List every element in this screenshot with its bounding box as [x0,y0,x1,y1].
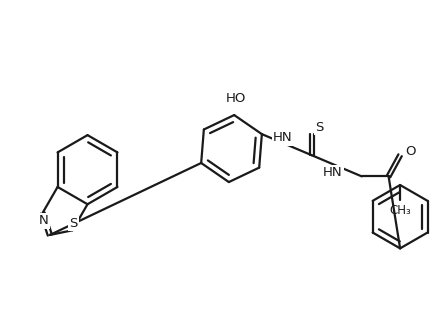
Text: HN: HN [323,166,343,179]
Text: S: S [69,217,77,230]
Text: CH₃: CH₃ [389,204,411,217]
Text: HO: HO [226,92,246,106]
Text: N: N [39,214,48,227]
Text: HN: HN [273,132,293,145]
Text: S: S [315,121,324,134]
Text: O: O [405,145,415,158]
